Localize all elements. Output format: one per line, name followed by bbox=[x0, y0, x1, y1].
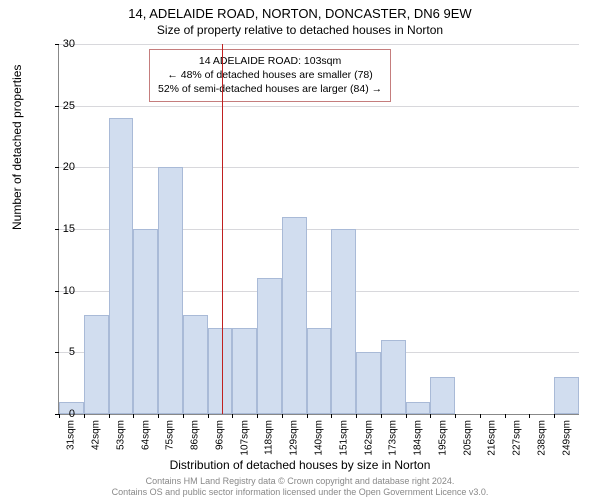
xtick-mark bbox=[257, 414, 258, 418]
histogram-bar bbox=[307, 328, 332, 414]
xtick-label: 227sqm bbox=[512, 420, 523, 456]
grid-line bbox=[59, 44, 579, 45]
xtick-label: 173sqm bbox=[388, 420, 399, 456]
histogram-bar bbox=[183, 315, 208, 414]
xtick-label: 53sqm bbox=[115, 420, 126, 450]
histogram-bar bbox=[356, 352, 381, 414]
xtick-label: 118sqm bbox=[264, 420, 275, 455]
xtick-label: 184sqm bbox=[413, 420, 424, 456]
page-title: 14, ADELAIDE ROAD, NORTON, DONCASTER, DN… bbox=[0, 0, 600, 21]
footer-line: Contains HM Land Registry data © Crown c… bbox=[0, 476, 600, 487]
histogram-bar bbox=[282, 217, 307, 414]
xtick-mark bbox=[356, 414, 357, 418]
histogram-bar bbox=[133, 229, 158, 414]
ytick-label: 10 bbox=[45, 285, 75, 297]
footer-attribution: Contains HM Land Registry data © Crown c… bbox=[0, 476, 600, 498]
xtick-mark bbox=[109, 414, 110, 418]
grid-line bbox=[59, 106, 579, 107]
ytick-label: 25 bbox=[45, 100, 75, 112]
xtick-mark bbox=[208, 414, 209, 418]
page-subtitle: Size of property relative to detached ho… bbox=[0, 21, 600, 37]
xtick-label: 129sqm bbox=[289, 420, 300, 456]
xtick-label: 31sqm bbox=[66, 420, 77, 450]
xtick-label: 151sqm bbox=[338, 420, 349, 456]
xtick-label: 75sqm bbox=[165, 420, 176, 450]
xtick-label: 238sqm bbox=[536, 420, 547, 456]
annotation-box: 14 ADELAIDE ROAD: 103sqm ← 48% of detach… bbox=[149, 49, 391, 102]
xtick-label: 216sqm bbox=[487, 420, 498, 456]
xtick-label: 107sqm bbox=[239, 420, 250, 456]
xtick-mark bbox=[554, 414, 555, 418]
xtick-label: 86sqm bbox=[190, 420, 201, 450]
xtick-mark bbox=[529, 414, 530, 418]
xtick-mark bbox=[133, 414, 134, 418]
histogram-bar bbox=[109, 118, 134, 414]
xtick-label: 205sqm bbox=[462, 420, 473, 456]
annotation-line: ← 48% of detached houses are smaller (78… bbox=[158, 68, 382, 82]
xtick-label: 96sqm bbox=[214, 420, 225, 450]
ytick-label: 15 bbox=[45, 223, 75, 235]
histogram-bar bbox=[430, 377, 455, 414]
ytick-label: 5 bbox=[45, 346, 75, 358]
xtick-mark bbox=[307, 414, 308, 418]
x-axis-label: Distribution of detached houses by size … bbox=[0, 458, 600, 472]
histogram-bar bbox=[381, 340, 406, 414]
grid-line bbox=[59, 167, 579, 168]
ytick-label: 20 bbox=[45, 161, 75, 173]
xtick-mark bbox=[282, 414, 283, 418]
xtick-mark bbox=[430, 414, 431, 418]
histogram-bar bbox=[158, 167, 183, 414]
histogram-bar bbox=[406, 402, 431, 414]
xtick-label: 249sqm bbox=[561, 420, 572, 456]
xtick-label: 42sqm bbox=[91, 420, 102, 450]
xtick-mark bbox=[158, 414, 159, 418]
histogram-bar bbox=[554, 377, 579, 414]
marker-line bbox=[222, 44, 223, 414]
xtick-label: 195sqm bbox=[437, 420, 448, 456]
histogram-bar bbox=[331, 229, 356, 414]
ytick-label: 0 bbox=[45, 408, 75, 420]
ytick-label: 30 bbox=[45, 38, 75, 50]
xtick-mark bbox=[232, 414, 233, 418]
xtick-mark bbox=[480, 414, 481, 418]
histogram-chart: 14 ADELAIDE ROAD: 103sqm ← 48% of detach… bbox=[58, 44, 579, 415]
xtick-mark bbox=[455, 414, 456, 418]
footer-line: Contains OS and public sector informatio… bbox=[0, 487, 600, 498]
xtick-mark bbox=[381, 414, 382, 418]
annotation-line: 14 ADELAIDE ROAD: 103sqm bbox=[158, 54, 382, 68]
xtick-label: 140sqm bbox=[314, 420, 325, 456]
annotation-line: 52% of semi-detached houses are larger (… bbox=[158, 82, 382, 96]
xtick-mark bbox=[505, 414, 506, 418]
xtick-label: 64sqm bbox=[140, 420, 151, 450]
histogram-bar bbox=[232, 328, 257, 414]
xtick-mark bbox=[331, 414, 332, 418]
xtick-mark bbox=[84, 414, 85, 418]
histogram-bar bbox=[208, 328, 233, 414]
histogram-bar bbox=[257, 278, 282, 414]
xtick-mark bbox=[406, 414, 407, 418]
histogram-bar bbox=[84, 315, 109, 414]
xtick-label: 162sqm bbox=[363, 420, 374, 456]
xtick-mark bbox=[183, 414, 184, 418]
y-axis-label: Number of detached properties bbox=[10, 65, 24, 230]
